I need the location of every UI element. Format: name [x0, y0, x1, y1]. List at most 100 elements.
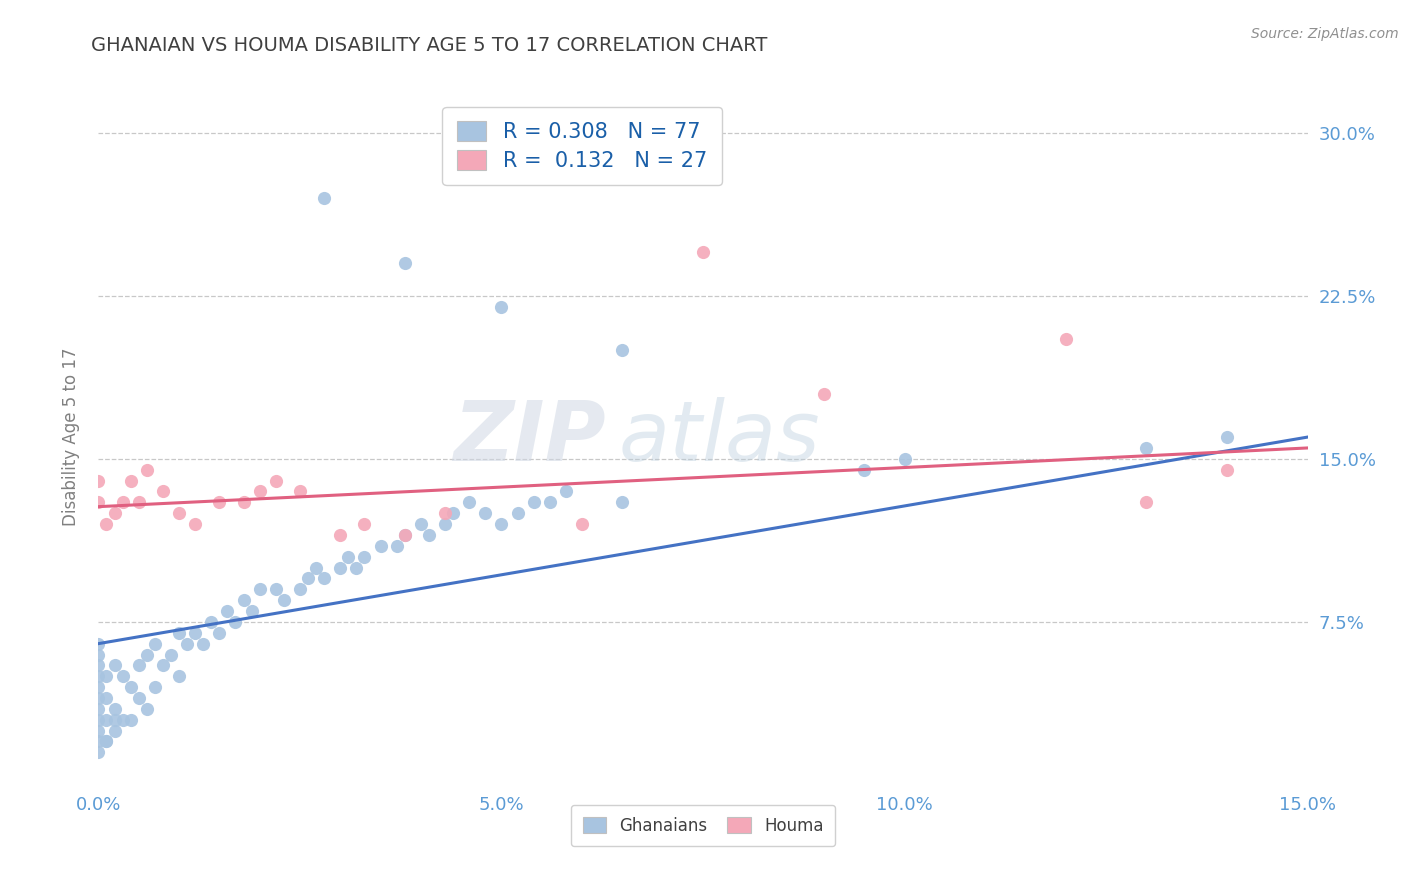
- Point: [87, 713, 110, 727]
- Point: [264, 582, 287, 597]
- Point: [96, 734, 118, 748]
- Point: [458, 495, 481, 509]
- Point: [96, 669, 118, 683]
- Point: [353, 549, 375, 564]
- Point: [152, 484, 174, 499]
- Text: GHANAIAN VS HOUMA DISABILITY AGE 5 TO 17 CORRELATION CHART: GHANAIAN VS HOUMA DISABILITY AGE 5 TO 17…: [91, 36, 768, 54]
- Point: [344, 560, 367, 574]
- Point: [1135, 441, 1157, 455]
- Point: [103, 723, 125, 738]
- Point: [385, 539, 408, 553]
- Y-axis label: Disability Age 5 to 17: Disability Age 5 to 17: [62, 348, 80, 526]
- Point: [240, 604, 263, 618]
- Point: [288, 484, 311, 499]
- Point: [135, 702, 157, 716]
- Point: [87, 658, 110, 673]
- Point: [96, 713, 118, 727]
- Text: atlas: atlas: [619, 397, 820, 477]
- Point: [152, 658, 174, 673]
- Point: [87, 648, 110, 662]
- Point: [538, 495, 561, 509]
- Point: [297, 571, 319, 585]
- Point: [612, 495, 634, 509]
- Point: [96, 734, 118, 748]
- Point: [160, 648, 183, 662]
- Point: [612, 147, 634, 161]
- Point: [87, 474, 110, 488]
- Point: [96, 690, 118, 705]
- Point: [103, 658, 125, 673]
- Point: [217, 604, 239, 618]
- Point: [111, 713, 134, 727]
- Point: [394, 528, 416, 542]
- Point: [329, 560, 352, 574]
- Point: [853, 463, 876, 477]
- Point: [314, 571, 336, 585]
- Point: [103, 506, 125, 520]
- Point: [1135, 495, 1157, 509]
- Point: [612, 343, 634, 357]
- Point: [314, 191, 336, 205]
- Point: [232, 495, 254, 509]
- Point: [434, 516, 457, 531]
- Point: [232, 593, 254, 607]
- Point: [353, 516, 375, 531]
- Point: [120, 680, 142, 694]
- Point: [167, 669, 190, 683]
- Point: [87, 734, 110, 748]
- Point: [1216, 430, 1239, 444]
- Point: [87, 680, 110, 694]
- Point: [418, 528, 440, 542]
- Legend: Ghanaians, Houma: Ghanaians, Houma: [571, 805, 835, 847]
- Point: [571, 516, 593, 531]
- Point: [491, 516, 513, 531]
- Point: [193, 637, 215, 651]
- Point: [491, 300, 513, 314]
- Point: [87, 637, 110, 651]
- Point: [176, 637, 198, 651]
- Point: [692, 245, 714, 260]
- Point: [128, 495, 150, 509]
- Point: [329, 528, 352, 542]
- Point: [409, 516, 432, 531]
- Point: [208, 495, 231, 509]
- Point: [120, 713, 142, 727]
- Point: [184, 625, 207, 640]
- Point: [1054, 332, 1077, 346]
- Point: [87, 745, 110, 759]
- Point: [184, 516, 207, 531]
- Point: [249, 484, 271, 499]
- Point: [87, 702, 110, 716]
- Point: [96, 516, 118, 531]
- Point: [87, 669, 110, 683]
- Point: [200, 615, 222, 629]
- Point: [208, 625, 231, 640]
- Text: Source: ZipAtlas.com: Source: ZipAtlas.com: [1251, 27, 1399, 41]
- Point: [143, 637, 166, 651]
- Point: [1216, 463, 1239, 477]
- Point: [135, 463, 157, 477]
- Point: [128, 690, 150, 705]
- Point: [273, 593, 295, 607]
- Point: [288, 582, 311, 597]
- Point: [441, 506, 464, 520]
- Point: [128, 658, 150, 673]
- Point: [523, 495, 546, 509]
- Point: [370, 539, 392, 553]
- Point: [434, 506, 457, 520]
- Point: [893, 451, 915, 466]
- Point: [474, 506, 496, 520]
- Point: [394, 528, 416, 542]
- Point: [305, 560, 328, 574]
- Point: [143, 680, 166, 694]
- Point: [167, 625, 190, 640]
- Point: [337, 549, 360, 564]
- Point: [111, 669, 134, 683]
- Point: [224, 615, 246, 629]
- Point: [167, 506, 190, 520]
- Point: [813, 386, 835, 401]
- Point: [103, 713, 125, 727]
- Point: [506, 506, 529, 520]
- Point: [87, 690, 110, 705]
- Point: [103, 702, 125, 716]
